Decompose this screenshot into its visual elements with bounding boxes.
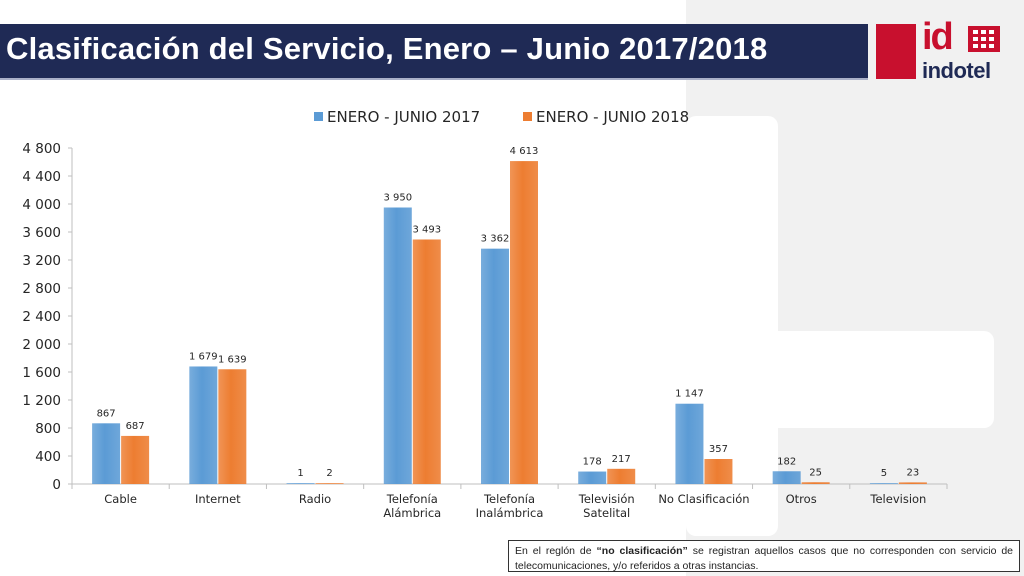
background-card bbox=[726, 331, 994, 428]
data-label: 1 679 bbox=[189, 351, 218, 362]
bar-chart: 0 400 800 1 200 1 600 2 000 2 400 2 800 3 200 3 6… bbox=[22, 108, 948, 520]
data-label: 3 362 bbox=[481, 234, 510, 245]
y-tick-label: 2 800 bbox=[22, 281, 61, 297]
data-label: 687 bbox=[126, 421, 145, 432]
data-label: 1 639 bbox=[218, 354, 247, 365]
brand-red-block bbox=[876, 24, 916, 79]
x-tick-label: Satelital bbox=[583, 506, 630, 520]
data-label: 3 493 bbox=[412, 224, 441, 235]
data-label: 23 bbox=[907, 467, 920, 478]
bar-2017 bbox=[92, 423, 121, 484]
x-tick-label: Radio bbox=[299, 492, 331, 506]
bar-2018 bbox=[412, 239, 441, 484]
logo-wordmark: indotel bbox=[922, 58, 991, 83]
bar-2018 bbox=[121, 435, 150, 484]
bar-2017 bbox=[383, 207, 412, 484]
bar-2017 bbox=[869, 483, 898, 484]
x-tick-label: Alámbrica bbox=[383, 506, 441, 520]
y-tick-label: 3 200 bbox=[22, 253, 61, 269]
logo-grid-icon bbox=[968, 26, 1000, 52]
y-tick-label: 2 000 bbox=[22, 337, 61, 353]
bar-2017 bbox=[189, 366, 218, 484]
data-label: 178 bbox=[583, 457, 602, 468]
page-title: Clasificación del Servicio, Enero – Juni… bbox=[6, 31, 768, 66]
footnote-text-end: se registran aquellos casos que no corre… bbox=[515, 545, 1014, 572]
y-tick-label: 4 800 bbox=[22, 141, 61, 157]
y-tick-label: 4 400 bbox=[22, 169, 61, 185]
bar-2017 bbox=[286, 483, 315, 484]
bar-2018 bbox=[704, 459, 733, 484]
y-tick-label: 2 400 bbox=[22, 309, 61, 325]
y-tick-label: 800 bbox=[35, 421, 61, 437]
x-tick-label: Telefonía bbox=[483, 492, 535, 506]
data-label: 217 bbox=[612, 454, 631, 465]
y-tick-label: 0 bbox=[52, 477, 61, 493]
data-label: 2 bbox=[326, 468, 332, 479]
x-tick-label: No Clasificación bbox=[658, 492, 749, 506]
x-tick-label: Television bbox=[869, 492, 926, 506]
x-tick-label: Otros bbox=[786, 492, 817, 506]
y-tick-label: 4 000 bbox=[22, 197, 61, 213]
indotel-logo-icon: id indotel bbox=[922, 16, 1002, 84]
bar-2018 bbox=[898, 482, 927, 484]
data-label: 182 bbox=[777, 456, 796, 467]
x-tick-label: Telefonía bbox=[386, 492, 438, 506]
bar-2018 bbox=[607, 468, 636, 484]
data-label: 1 147 bbox=[675, 389, 704, 400]
x-tick-label: Internet bbox=[195, 492, 241, 506]
bar-2017 bbox=[675, 403, 704, 484]
x-tick-label: Cable bbox=[104, 492, 137, 506]
data-label: 25 bbox=[809, 467, 822, 478]
legend-label: ENERO - JUNIO 2017 bbox=[327, 108, 480, 126]
y-tick-label: 1 200 bbox=[22, 393, 61, 409]
bar-2018 bbox=[315, 483, 344, 484]
y-tick-label: 3 600 bbox=[22, 225, 61, 241]
legend-swatch bbox=[314, 112, 323, 121]
y-tick-label: 400 bbox=[35, 449, 61, 465]
bar-2017 bbox=[578, 471, 607, 484]
data-label: 867 bbox=[97, 408, 116, 419]
y-tick-label: 1 600 bbox=[22, 365, 61, 381]
legend-label: ENERO - JUNIO 2018 bbox=[536, 108, 689, 126]
bar-2017 bbox=[481, 248, 509, 484]
x-tick-label: Televisión bbox=[578, 492, 635, 506]
bar-2018 bbox=[510, 161, 538, 484]
data-label: 357 bbox=[709, 444, 728, 455]
bar-2018 bbox=[218, 369, 247, 484]
title-bar: Clasificación del Servicio, Enero – Juni… bbox=[0, 24, 868, 80]
logo-mark: id bbox=[922, 16, 954, 58]
bar-2018 bbox=[801, 482, 830, 484]
data-label: 1 bbox=[297, 468, 303, 479]
footnote-box: En el reglón de “no clasificación” se re… bbox=[508, 540, 1020, 572]
footnote-bold-term: “no clasificación” bbox=[596, 545, 688, 557]
data-label: 3 950 bbox=[383, 193, 412, 204]
footnote-text-start: En el reglón de bbox=[515, 545, 597, 557]
data-label: 4 613 bbox=[510, 146, 539, 157]
x-tick-label: Inalámbrica bbox=[476, 506, 544, 520]
bar-2017 bbox=[772, 471, 801, 484]
data-label: 5 bbox=[881, 468, 887, 479]
legend-swatch bbox=[523, 112, 532, 121]
